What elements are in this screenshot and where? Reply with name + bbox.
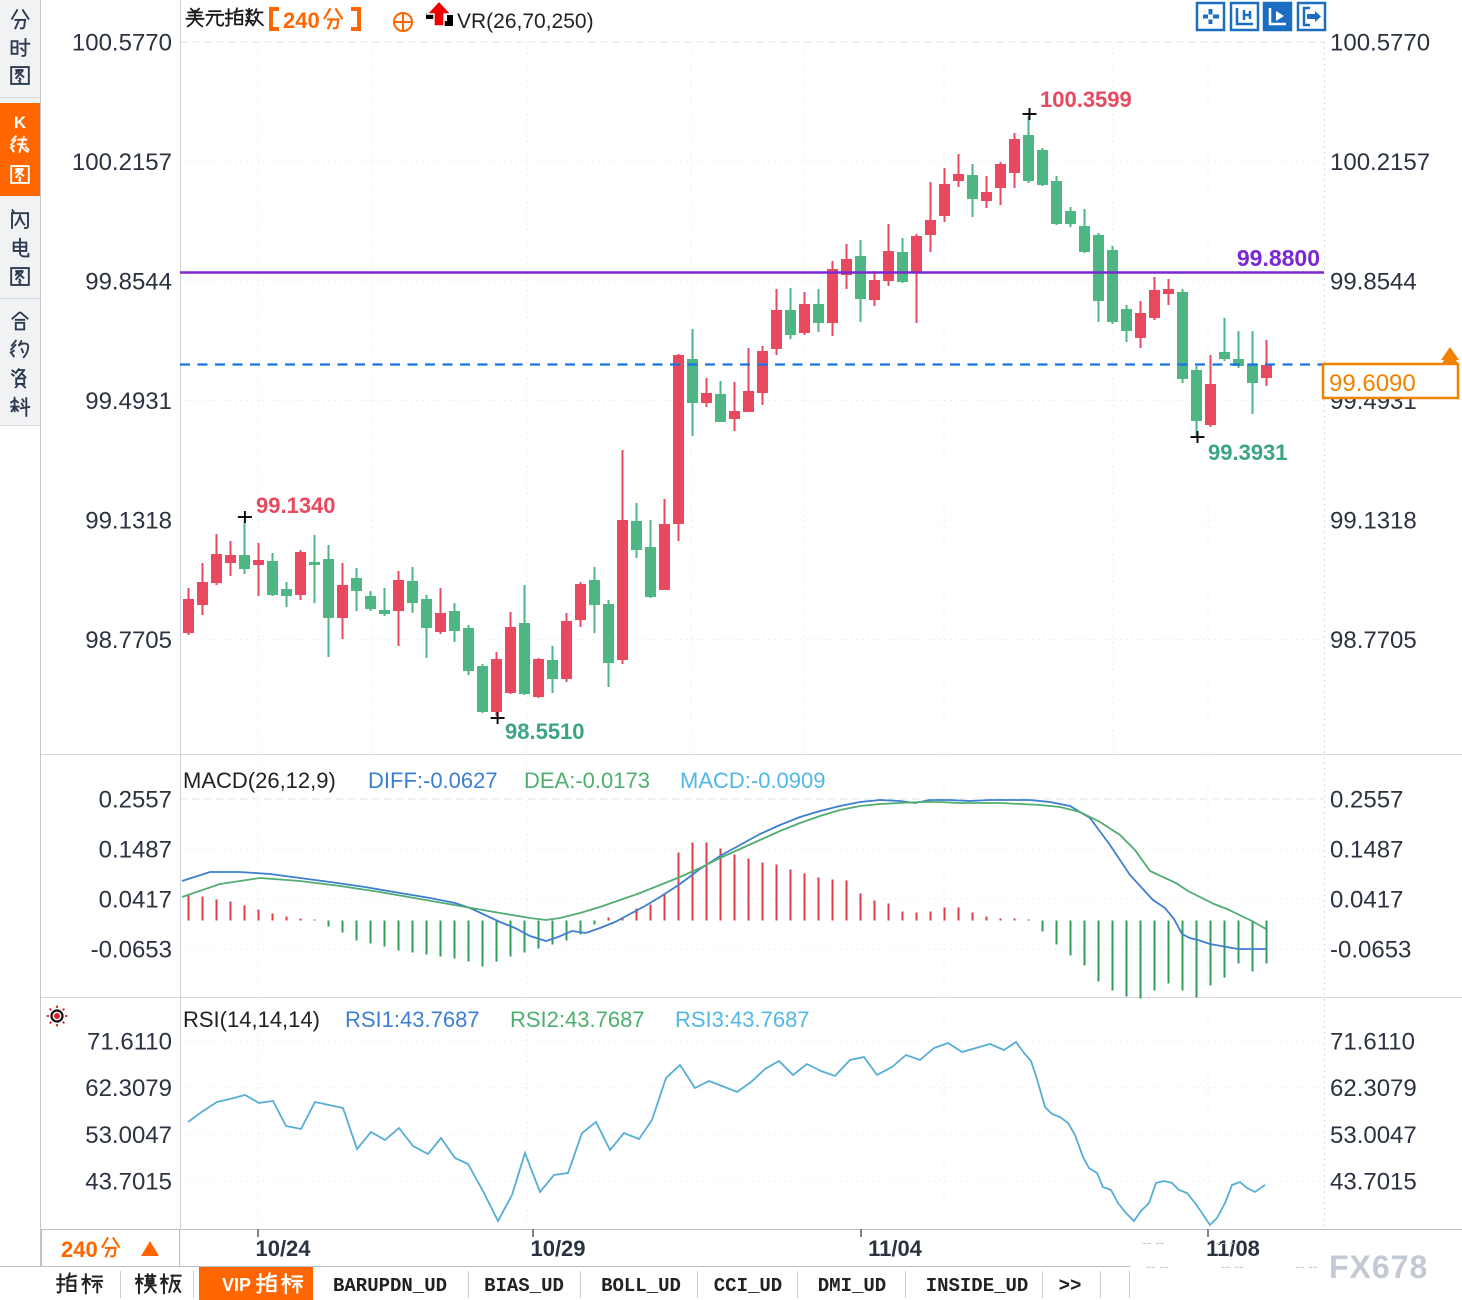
svg-text:11/08: 11/08 (1206, 1236, 1260, 1261)
svg-text:98.7705: 98.7705 (85, 627, 172, 654)
svg-text:99.1318: 99.1318 (1330, 508, 1417, 535)
svg-text:99.4931: 99.4931 (85, 388, 172, 415)
svg-text:240: 240 (61, 1237, 98, 1262)
svg-text:53.0047: 53.0047 (85, 1122, 172, 1149)
svg-text:-- --: -- -- (1221, 1258, 1244, 1274)
svg-text:43.7015: 43.7015 (1330, 1169, 1417, 1196)
svg-text:71.6110: 71.6110 (87, 1029, 172, 1056)
svg-text:0.2557: 0.2557 (99, 787, 172, 814)
svg-text:100.2157: 100.2157 (72, 149, 172, 176)
svg-text:99.1340: 99.1340 (256, 493, 336, 518)
svg-text:100.5770: 100.5770 (1330, 30, 1430, 57)
svg-text:100.5770: 100.5770 (72, 30, 172, 57)
svg-text:98.7705: 98.7705 (1330, 627, 1417, 654)
svg-text:11/04: 11/04 (868, 1236, 923, 1261)
svg-text:DEA:-0.0173: DEA:-0.0173 (524, 768, 650, 793)
svg-text:MACD(26,12,9): MACD(26,12,9) (183, 768, 336, 793)
svg-text:RSI(14,14,14): RSI(14,14,14) (183, 1007, 320, 1032)
svg-text:53.0047: 53.0047 (1330, 1122, 1417, 1149)
svg-text:RSI3:43.7687: RSI3:43.7687 (675, 1007, 810, 1032)
svg-text:BOLL_UD: BOLL_UD (601, 1275, 681, 1297)
svg-text:10/24: 10/24 (255, 1236, 311, 1261)
svg-text:240: 240 (283, 8, 320, 33)
svg-text:99.1318: 99.1318 (85, 508, 172, 535)
svg-text:0.1487: 0.1487 (99, 837, 172, 864)
svg-text:DIFF:-0.0627: DIFF:-0.0627 (368, 768, 498, 793)
svg-text:0.1487: 0.1487 (1330, 837, 1403, 864)
svg-text:100.3599: 100.3599 (1040, 87, 1132, 112)
svg-text:-0.0653: -0.0653 (1330, 937, 1411, 964)
svg-text:43.7015: 43.7015 (85, 1169, 172, 1196)
svg-text:-- --: -- -- (1295, 1258, 1318, 1274)
svg-text:BIAS_UD: BIAS_UD (484, 1275, 564, 1297)
svg-text:RSI1:43.7687: RSI1:43.7687 (345, 1007, 480, 1032)
svg-text:DMI_UD: DMI_UD (818, 1275, 886, 1297)
svg-text:FX678: FX678 (1329, 1249, 1428, 1285)
svg-text:62.3079: 62.3079 (85, 1075, 172, 1102)
svg-text:-- --: -- -- (1146, 1258, 1169, 1274)
svg-text:99.3931: 99.3931 (1208, 440, 1288, 465)
svg-text:99.8544: 99.8544 (85, 269, 172, 296)
svg-text:VR(26,70,250): VR(26,70,250) (457, 10, 594, 33)
svg-text:99.6090: 99.6090 (1329, 370, 1416, 397)
svg-text:62.3079: 62.3079 (1330, 1075, 1417, 1102)
svg-text:99.8800: 99.8800 (1237, 245, 1320, 271)
svg-text:RSI2:43.7687: RSI2:43.7687 (510, 1007, 645, 1032)
svg-text:100.2157: 100.2157 (1330, 149, 1430, 176)
svg-text:-- --: -- -- (1216, 1234, 1239, 1250)
svg-text:K: K (14, 113, 27, 132)
svg-text:CCI_UD: CCI_UD (714, 1275, 782, 1297)
svg-text:0.2557: 0.2557 (1330, 787, 1403, 814)
svg-text:98.5510: 98.5510 (505, 719, 585, 744)
svg-text:>>: >> (1059, 1275, 1082, 1297)
svg-text:-0.0653: -0.0653 (91, 937, 172, 964)
svg-text:MACD:-0.0909: MACD:-0.0909 (680, 768, 826, 793)
svg-text:10/29: 10/29 (530, 1236, 585, 1261)
svg-text:BARUPDN_UD: BARUPDN_UD (333, 1275, 447, 1297)
svg-text:99.8544: 99.8544 (1330, 269, 1417, 296)
svg-text:VIP: VIP (222, 1275, 251, 1295)
svg-text:71.6110: 71.6110 (1330, 1029, 1415, 1056)
svg-text:0.0417: 0.0417 (1330, 887, 1403, 914)
svg-text:INSIDE_UD: INSIDE_UD (926, 1275, 1029, 1297)
svg-text:0.0417: 0.0417 (99, 887, 172, 914)
svg-text:-- --: -- -- (1142, 1234, 1165, 1250)
